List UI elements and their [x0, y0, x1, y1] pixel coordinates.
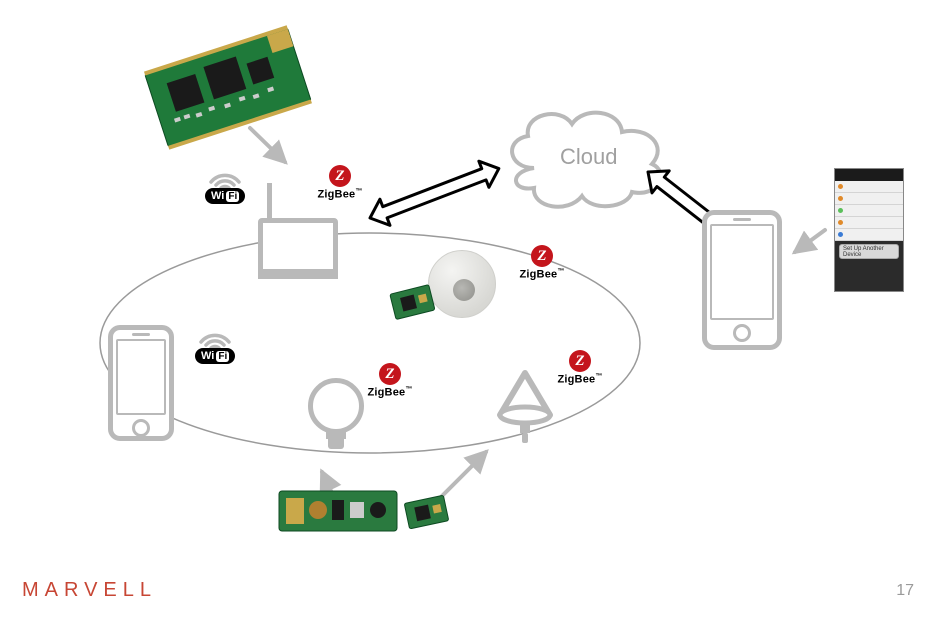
pcb-bottom-long: [278, 490, 400, 539]
lamp-icon: [490, 365, 560, 455]
app-screenshot: Set Up Another Device: [834, 168, 904, 292]
wifi-wi: Wi: [211, 190, 224, 202]
wifi-arcs-icon: [205, 160, 245, 188]
zigbee-badge-1: Z ZigBee™: [310, 165, 370, 201]
cloud-label: Cloud: [560, 144, 617, 170]
zigbee-icon: Z: [379, 363, 401, 385]
zigbee-badge-3: Z ZigBee™: [360, 363, 420, 399]
zigbee-label: ZigBee™: [367, 386, 412, 399]
zigbee-badge-2: Z ZigBee™: [512, 245, 572, 281]
brand-logo: MARVELL: [22, 579, 157, 602]
wifi-badge-top: WiFi: [205, 160, 245, 204]
wifi-pill: WiFi: [195, 348, 235, 364]
wifi-pill: WiFi: [205, 188, 245, 204]
phone-left-icon: [108, 325, 174, 441]
wifi-badge-left: WiFi: [195, 320, 235, 364]
wifi-fi: Fi: [216, 351, 229, 362]
bulb-icon: [310, 378, 362, 449]
zigbee-label: ZigBee™: [557, 373, 602, 386]
wifi-arcs-icon: [195, 320, 235, 348]
zigbee-icon: Z: [329, 165, 351, 187]
wifi-fi: Fi: [226, 191, 239, 202]
zigbee-icon: Z: [569, 350, 591, 372]
app-button: Set Up Another Device: [839, 244, 899, 259]
zigbee-label: ZigBee™: [519, 268, 564, 281]
diagram-stage: Cloud: [0, 0, 940, 618]
sensor-dome-icon: [428, 250, 496, 318]
page-number: 17: [896, 582, 914, 600]
wifi-wi: Wi: [201, 350, 214, 362]
zigbee-label: ZigBee™: [317, 188, 362, 201]
router-icon: [258, 218, 338, 274]
phone-right-icon: [702, 210, 782, 350]
zigbee-icon: Z: [531, 245, 553, 267]
